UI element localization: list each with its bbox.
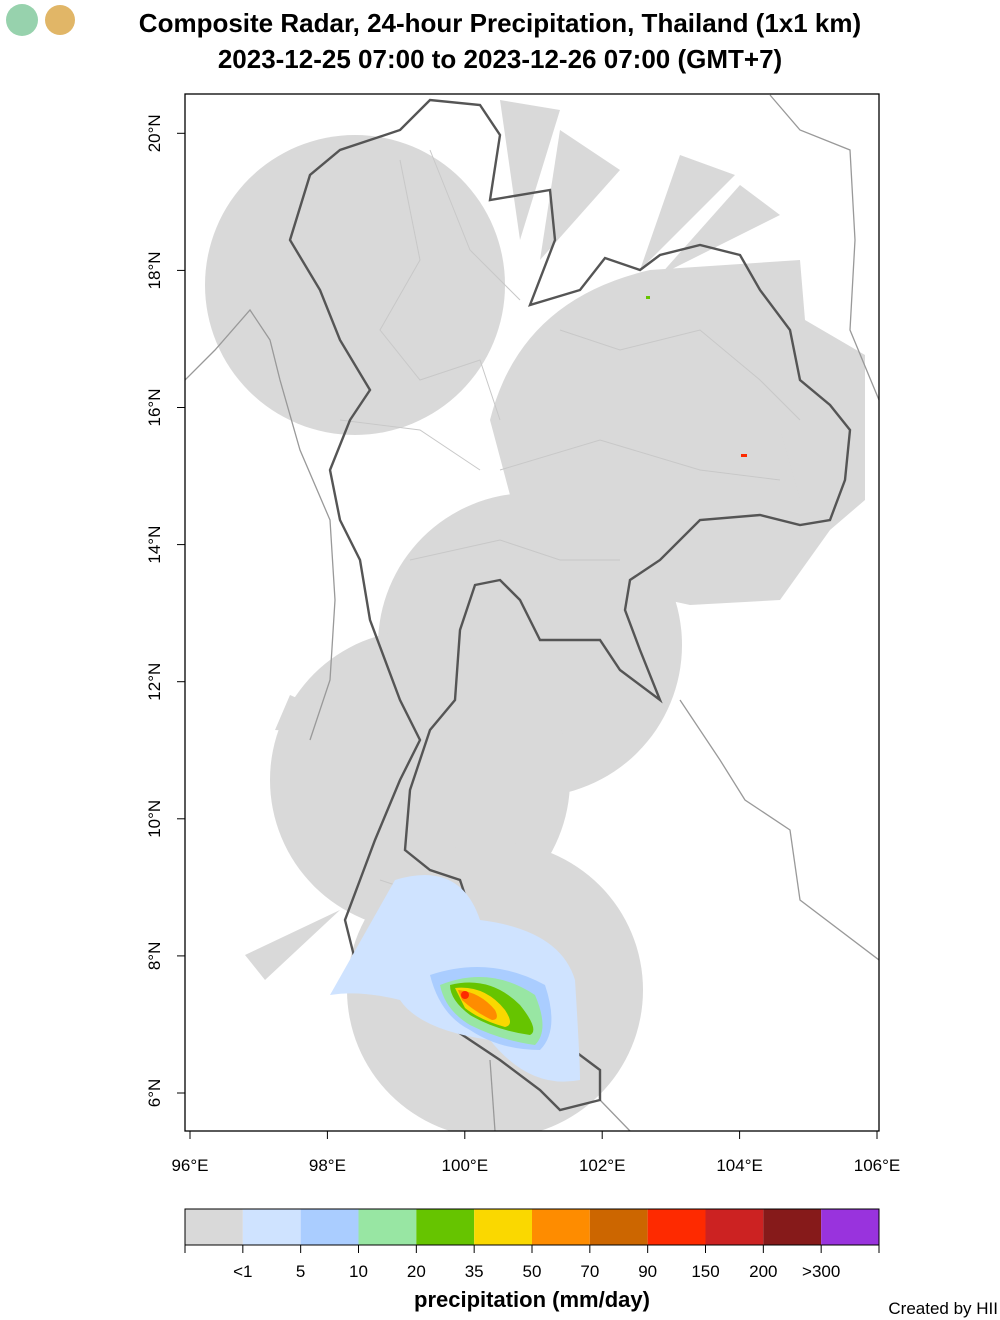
legend-swatch — [532, 1209, 590, 1245]
y-tick-label: 8°N — [145, 942, 164, 971]
legend-label: <1 — [233, 1262, 252, 1281]
legend-label: 150 — [691, 1262, 719, 1281]
title-line-2: 2023-12-25 07:00 to 2023-12-26 07:00 (GM… — [218, 44, 782, 74]
legend-swatch — [647, 1209, 706, 1245]
x-tick-label: 106°E — [854, 1156, 901, 1175]
y-tick-label: 12°N — [145, 663, 164, 701]
x-tick-label: 102°E — [579, 1156, 626, 1175]
legend-label: 20 — [407, 1262, 426, 1281]
legend-label: 10 — [349, 1262, 368, 1281]
legend-label: 200 — [749, 1262, 777, 1281]
credit: Created by HII — [888, 1299, 998, 1318]
legend-swatch — [185, 1209, 243, 1245]
y-tick-label: 18°N — [145, 251, 164, 289]
legend-swatch — [242, 1209, 301, 1245]
legend-swatch — [705, 1209, 764, 1245]
y-tick-label: 20°N — [145, 114, 164, 152]
map-frame — [184, 93, 880, 1132]
y-tick-label: 10°N — [145, 800, 164, 838]
legend-swatch — [763, 1209, 822, 1245]
title-line-1: Composite Radar, 24-hour Precipitation, … — [139, 8, 861, 38]
x-tick-label: 96°E — [171, 1156, 208, 1175]
neighbour-borders — [185, 94, 879, 1131]
legend-label: >300 — [802, 1262, 840, 1281]
legend-label: 5 — [296, 1262, 305, 1281]
legend-label: 90 — [638, 1262, 657, 1281]
legend-swatch — [416, 1209, 475, 1245]
legend-label: 35 — [465, 1262, 484, 1281]
y-tick-label: 14°N — [145, 526, 164, 564]
x-tick-label: 100°E — [442, 1156, 489, 1175]
thailand-border — [288, 98, 852, 1112]
y-tick-label: 16°N — [145, 389, 164, 427]
legend-swatch — [300, 1209, 359, 1245]
axes: 96°E 98°E 100°E 102°E 104°E 106°E 6°N 8°N 10°N 12… — [145, 114, 900, 1175]
province-borders — [339, 149, 801, 961]
legend-swatch — [589, 1209, 648, 1245]
legend: <1 5 10 20 35 50 70 90 150 200 >300 precipitation (… — [184, 1208, 880, 1312]
x-tick-label: 104°E — [716, 1156, 763, 1175]
legend-swatch — [474, 1209, 532, 1245]
y-tick-label: 6°N — [145, 1079, 164, 1108]
legend-label: 50 — [523, 1262, 542, 1281]
legend-title: precipitation (mm/day) — [414, 1287, 650, 1312]
precipitation — [330, 296, 747, 1082]
legend-swatch — [821, 1209, 879, 1245]
logos — [6, 4, 75, 36]
map — [185, 94, 879, 1131]
legend-swatch — [358, 1209, 417, 1245]
x-tick-label: 98°E — [309, 1156, 346, 1175]
legend-label: 70 — [580, 1262, 599, 1281]
